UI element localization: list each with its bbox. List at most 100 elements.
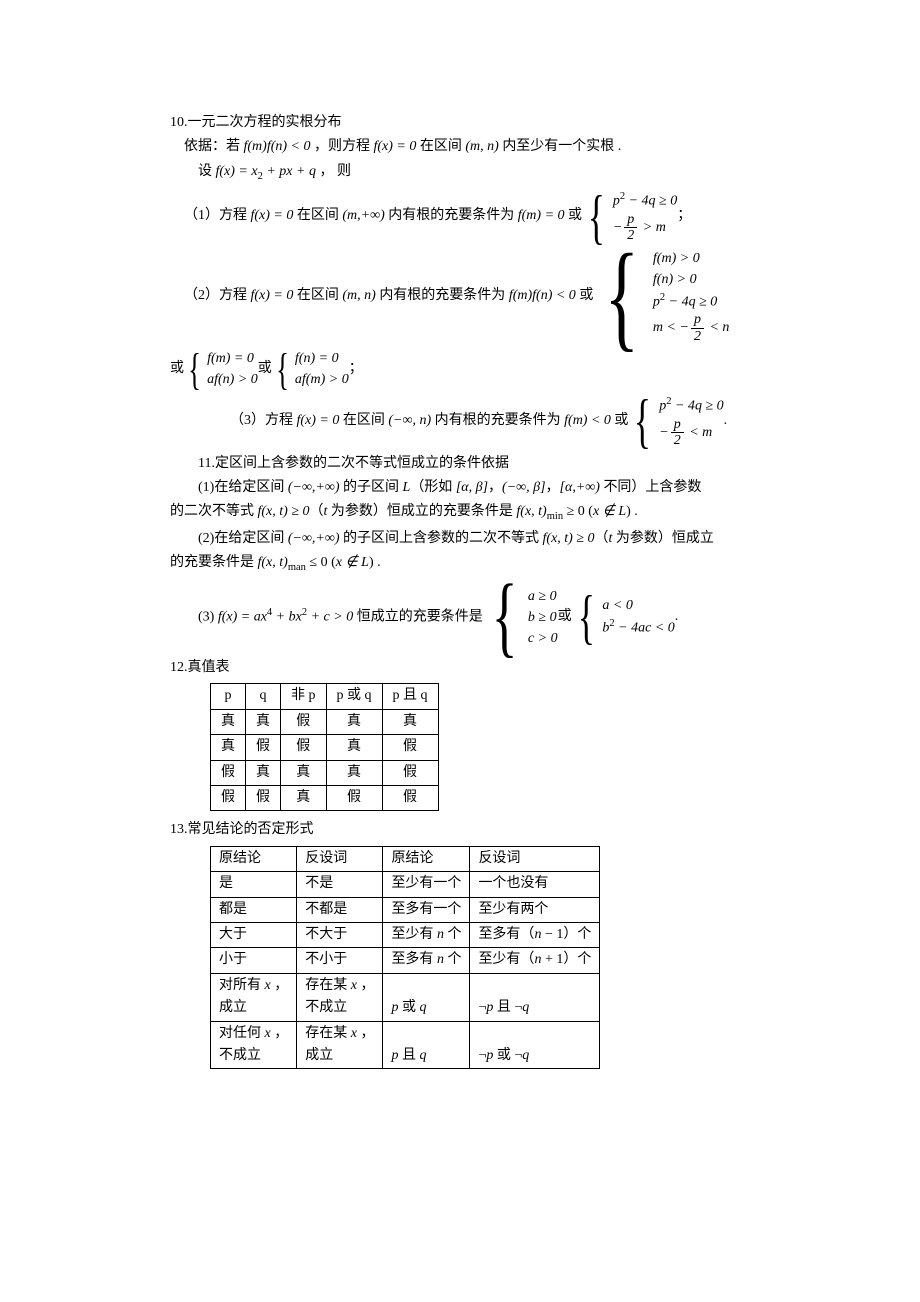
brace-row: p2 − 4q ≥ 0	[653, 290, 729, 313]
table-cell: 反设词	[470, 846, 600, 871]
brace-row: c > 0	[528, 628, 558, 649]
table-cell: 反设词	[297, 846, 383, 871]
table-cell: 至少有（n + 1）个	[470, 948, 600, 973]
text: 或	[170, 358, 184, 380]
section-10-basis: 依据：若 f(m)f(n) < 0 ，则方程 f(x) = 0 在区间 (m, …	[170, 136, 770, 158]
table-cell: p	[211, 684, 246, 709]
section-11-item-1b: 的二次不等式 f(x, t) ≥ 0（t 为参数）恒成立的充要条件是 f(x, …	[170, 501, 770, 526]
table-cell: 至少有 n 个	[383, 922, 470, 947]
table-cell: 都是	[211, 897, 297, 922]
document-page: 10.一元二次方程的实根分布 依据：若 f(m)f(n) < 0 ，则方程 f(…	[0, 0, 920, 1117]
section-11-item-1a: (1)在给定区间 (−∞,+∞) 的子区间 L（形如 [α, β]，(−∞, β…	[170, 477, 770, 499]
table-cell: 非 p	[281, 684, 327, 709]
text: ；	[349, 358, 363, 380]
table-cell: 假	[246, 735, 281, 760]
table-cell: 大于	[211, 922, 297, 947]
table-row: 小于不小于至多有 n 个至少有（n + 1）个	[211, 948, 600, 973]
table-cell: 原结论	[383, 846, 470, 871]
table-cell: 假	[246, 786, 281, 811]
table-cell: 至多有一个	[383, 897, 470, 922]
left-brace-icon: {	[188, 352, 201, 387]
table-row: 都是不都是至多有一个至少有两个	[211, 897, 600, 922]
table-cell: 真	[211, 709, 246, 734]
brace-row: f(m) > 0	[653, 248, 729, 269]
brace-group: { a < 0 b2 − 4ac < 0	[572, 593, 675, 641]
text: （3）方程 f(x) = 0 在区间 (−∞, n) 内有根的充要条件为 f(m…	[230, 410, 628, 432]
brace-row: −p2 < m	[659, 417, 723, 449]
table-cell: 假	[326, 786, 382, 811]
table-cell: 真	[326, 760, 382, 785]
section-10-let: 设 f(x) = x2 + px + q ， 则	[170, 161, 770, 186]
subscript: min	[547, 511, 563, 522]
table-cell: 真	[326, 735, 382, 760]
table-cell: 假	[382, 786, 438, 811]
table-cell: 至多有 n 个	[383, 948, 470, 973]
table-cell: 假	[281, 735, 327, 760]
table-cell: 真	[382, 709, 438, 734]
table-row: p q 非 p p 或 q p 且 q	[211, 684, 439, 709]
brace-row: f(n) > 0	[653, 269, 729, 290]
section-10-title: 10.一元二次方程的实根分布	[170, 112, 770, 134]
section-11-item-2b: 的充要条件是 f(x, t)man ≤ 0 (x ∉ L) .	[170, 552, 770, 577]
left-brace-icon: {	[491, 581, 517, 653]
left-brace-icon: {	[605, 248, 640, 344]
table-cell: ¬p 或 ¬q	[470, 1021, 600, 1069]
brace-row: p2 − 4q ≥ 0	[659, 394, 723, 417]
table-cell: 对所有 x ，成立	[211, 973, 297, 1021]
table-cell: 真	[281, 786, 327, 811]
table-cell: 原结论	[211, 846, 297, 871]
math-expr: (m, n)	[465, 139, 498, 154]
section-13-title: 13.常见结论的否定形式	[170, 819, 770, 841]
brace-group: { a ≥ 0 b ≥ 0 c > 0	[483, 581, 558, 653]
table-cell: 假	[382, 760, 438, 785]
text: （2）方程 f(x) = 0 在区间 (m, n) 内有根的充要条件为 f(m)…	[184, 285, 593, 307]
math-expr: f(x) = x2 + px + q	[216, 164, 316, 179]
table-cell: q	[246, 684, 281, 709]
text: .	[724, 410, 728, 432]
text: 或	[558, 606, 572, 628]
table-cell: p 且 q	[383, 1021, 470, 1069]
text: ，则方程	[314, 139, 370, 154]
subscript: man	[288, 562, 306, 573]
table-row: 对所有 x ，成立 存在某 x ，不成立 p 或 q ¬p 且 ¬q	[211, 973, 600, 1021]
negation-table: 原结论 反设词 原结论 反设词 是不是至少有一个一个也没有 都是不都是至多有一个…	[210, 846, 600, 1070]
brace-row: f(n) = 0	[295, 348, 349, 369]
table-row: 大于不大于至少有 n 个至多有（n − 1）个	[211, 922, 600, 947]
text: 依据：若	[184, 139, 240, 154]
table-cell: 至多有（n − 1）个	[470, 922, 600, 947]
section-11-item-3: (3) f(x) = ax4 + bx2 + c > 0 恒成立的充要条件是 {…	[170, 581, 770, 653]
table-cell: ¬p 且 ¬q	[470, 973, 600, 1021]
brace-row: af(n) > 0	[207, 369, 258, 390]
left-brace-icon: {	[588, 193, 605, 241]
left-brace-icon: {	[577, 593, 594, 641]
text: ， 则	[319, 164, 351, 179]
table-row: 真假假真假	[211, 735, 439, 760]
table-cell: 不都是	[297, 897, 383, 922]
brace-group: { f(m) = 0 af(n) > 0	[184, 348, 258, 390]
text: ；	[677, 205, 691, 227]
table-cell: 真	[246, 760, 281, 785]
brace-group: { f(n) = 0 af(m) > 0	[272, 348, 349, 390]
brace-row: b2 − 4ac < 0	[602, 616, 674, 639]
table-cell: 是	[211, 872, 297, 897]
brace-row: b ≥ 0	[528, 607, 558, 628]
table-row: 原结论 反设词 原结论 反设词	[211, 846, 600, 871]
table-cell: 不小于	[297, 948, 383, 973]
math-expr: f(x) = 0	[374, 139, 420, 154]
table-cell: 假	[382, 735, 438, 760]
table-cell: 对任何 x ，不成立	[211, 1021, 297, 1069]
table-row: 对任何 x ，不成立 存在某 x ，成立 p 且 q ¬p 或 ¬q	[211, 1021, 600, 1069]
math-expr: f(m)f(n) < 0	[244, 139, 311, 154]
table-row: 是不是至少有一个一个也没有	[211, 872, 600, 897]
table-row: 假假真假假	[211, 786, 439, 811]
text: 设	[198, 164, 212, 179]
brace-group: { p2 − 4q ≥ 0 −p2 < m	[628, 394, 723, 448]
section-11-title: 11.定区间上含参数的二次不等式恒成立的条件依据	[170, 453, 770, 475]
text: .	[675, 606, 679, 628]
left-brace-icon: {	[276, 352, 289, 387]
table-cell: 真	[326, 709, 382, 734]
text: 在区间	[420, 139, 466, 154]
truth-table: p q 非 p p 或 q p 且 q 真真假真真 真假假真假 假真真真假 假假…	[210, 683, 439, 811]
text: (3) f(x) = ax4 + bx2 + c > 0 恒成立的充要条件是	[198, 605, 483, 629]
brace-row: a < 0	[602, 595, 674, 616]
